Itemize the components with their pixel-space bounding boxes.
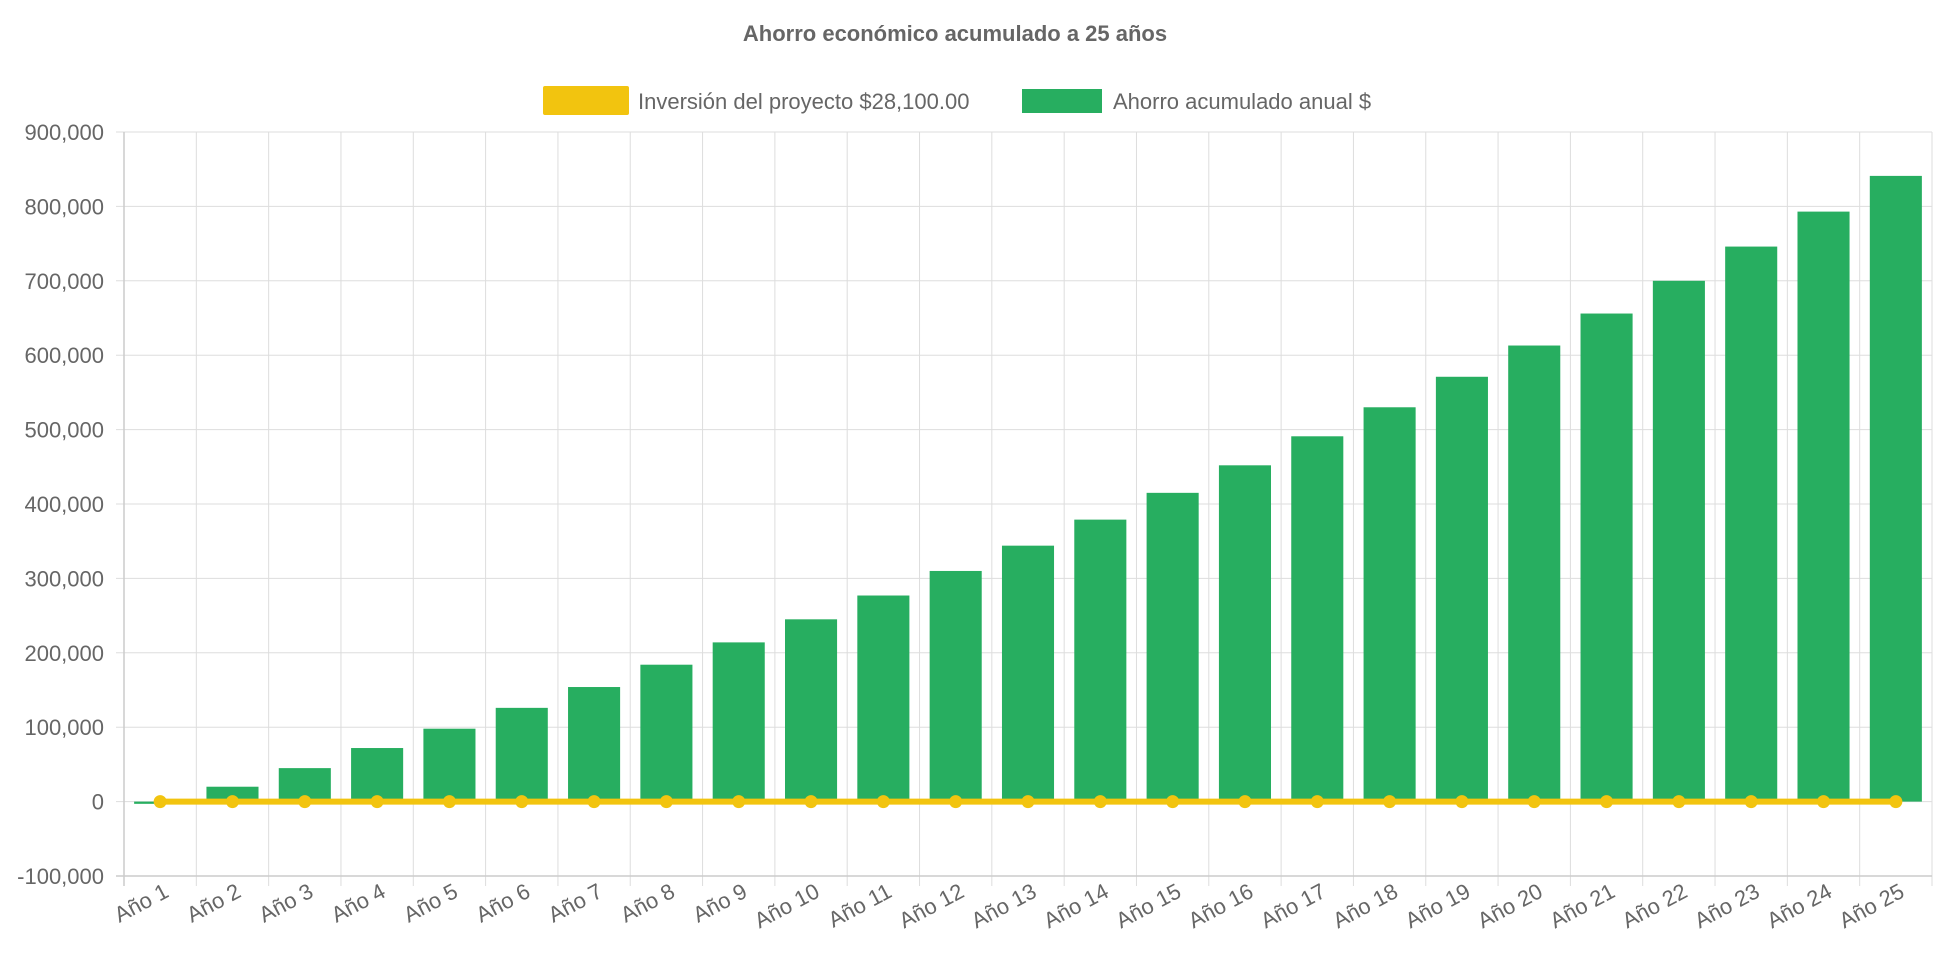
investment-point-2[interactable]	[225, 795, 239, 809]
y-tick-label: 400,000	[24, 492, 104, 517]
bar-21[interactable]	[1580, 313, 1633, 802]
investment-point-6[interactable]	[515, 795, 529, 809]
investment-point-1[interactable]	[153, 795, 167, 809]
x-tick-label: Año 3	[255, 878, 318, 927]
bar-5[interactable]	[423, 728, 476, 802]
x-tick-label: Año 8	[616, 878, 679, 927]
bar-20[interactable]	[1508, 345, 1561, 802]
x-tick-label: Año 23	[1690, 878, 1763, 933]
investment-point-13[interactable]	[1021, 795, 1035, 809]
x-axis-ticks: Año 1 Año 2 Año 3 Año 4 Año 5 Año 6 Año 7 Año 8…	[110, 878, 1908, 933]
y-tick-label: 100,000	[24, 715, 104, 740]
y-axis-ticks: 900,000 800,000 700,000 600,000 500,000 400,0…	[17, 120, 104, 889]
investment-point-14[interactable]	[1093, 795, 1107, 809]
x-tick-label: Año 22	[1618, 878, 1691, 933]
legend-swatch-savings	[1022, 89, 1102, 113]
x-tick-label: Año 9	[689, 878, 752, 927]
bar-23[interactable]	[1725, 246, 1778, 802]
x-tick-label: Año 24	[1763, 878, 1836, 933]
grid	[116, 131, 1933, 886]
bar-10[interactable]	[785, 619, 838, 802]
investment-point-21[interactable]	[1600, 795, 1614, 809]
x-tick-label: Año 4	[327, 878, 390, 927]
y-tick-label: 500,000	[24, 418, 104, 443]
investment-point-19[interactable]	[1455, 795, 1469, 809]
investment-point-9[interactable]	[732, 795, 746, 809]
investment-point-12[interactable]	[949, 795, 963, 809]
legend-item-savings[interactable]: Ahorro acumulado anual $	[1022, 89, 1371, 114]
bar-14[interactable]	[1074, 519, 1127, 802]
investment-point-10[interactable]	[804, 795, 818, 809]
investment-point-23[interactable]	[1744, 795, 1758, 809]
investment-point-3[interactable]	[298, 795, 312, 809]
bar-2[interactable]	[206, 786, 259, 802]
x-tick-label: Año 15	[1112, 878, 1185, 933]
bar-12[interactable]	[929, 570, 982, 802]
x-tick-label: Año 12	[895, 878, 968, 933]
x-tick-label: Año 6	[472, 878, 535, 927]
bar-24[interactable]	[1797, 211, 1850, 802]
bar-7[interactable]	[568, 687, 621, 802]
investment-point-8[interactable]	[659, 795, 673, 809]
x-tick-label: Año 21	[1546, 878, 1619, 933]
bar-19[interactable]	[1435, 376, 1488, 802]
x-tick-label: Año 14	[1039, 878, 1112, 933]
y-tick-label: -100,000	[17, 864, 104, 889]
bar-6[interactable]	[495, 707, 548, 802]
investment-point-25[interactable]	[1889, 795, 1903, 809]
y-tick-label: 800,000	[24, 194, 104, 219]
x-tick-label: Año 25	[1835, 878, 1908, 933]
bar-17[interactable]	[1291, 436, 1344, 802]
chart-title: Ahorro económico acumulado a 25 años	[743, 21, 1167, 46]
legend-label-investment: Inversión del proyecto $28,100.00	[638, 89, 969, 114]
x-tick-label: Año 10	[750, 878, 823, 933]
legend-label-savings: Ahorro acumulado anual $	[1113, 89, 1371, 114]
bar-series	[134, 175, 1922, 804]
legend-item-investment[interactable]: Inversión del proyecto $28,100.00	[543, 86, 969, 115]
x-tick-label: Año 2	[182, 878, 245, 927]
x-tick-label: Año 13	[967, 878, 1040, 933]
x-tick-label: Año 19	[1401, 878, 1474, 933]
x-tick-label: Año 1	[110, 878, 173, 927]
x-tick-label: Año 5	[399, 878, 462, 927]
investment-point-24[interactable]	[1817, 795, 1831, 809]
investment-point-7[interactable]	[587, 795, 601, 809]
x-tick-label: Año 18	[1329, 878, 1402, 933]
legend: Inversión del proyecto $28,100.00 Ahorro…	[543, 86, 1371, 115]
y-tick-label: 700,000	[24, 269, 104, 294]
bar-4[interactable]	[351, 748, 404, 802]
x-tick-label: Año 11	[824, 878, 896, 932]
bar-8[interactable]	[640, 664, 693, 802]
investment-point-5[interactable]	[442, 795, 456, 809]
bar-11[interactable]	[857, 595, 910, 802]
y-tick-label: 600,000	[24, 343, 104, 368]
x-tick-label: Año 7	[544, 878, 607, 927]
investment-point-4[interactable]	[370, 795, 384, 809]
investment-point-16[interactable]	[1238, 795, 1252, 809]
investment-point-18[interactable]	[1383, 795, 1397, 809]
y-tick-label: 0	[92, 790, 104, 815]
y-tick-label: 900,000	[24, 120, 104, 145]
bar-18[interactable]	[1363, 407, 1416, 802]
bar-16[interactable]	[1218, 465, 1271, 802]
bar-25[interactable]	[1869, 175, 1922, 802]
y-tick-label: 300,000	[24, 566, 104, 591]
x-tick-label: Año 16	[1184, 878, 1257, 933]
investment-point-11[interactable]	[876, 795, 890, 809]
x-tick-label: Año 20	[1473, 878, 1546, 933]
legend-swatch-investment	[543, 86, 629, 115]
investment-point-20[interactable]	[1527, 795, 1541, 809]
y-tick-label: 200,000	[24, 641, 104, 666]
bar-9[interactable]	[712, 642, 765, 802]
bar-15[interactable]	[1146, 492, 1199, 802]
investment-point-15[interactable]	[1166, 795, 1180, 809]
investment-point-22[interactable]	[1672, 795, 1686, 809]
bar-22[interactable]	[1652, 280, 1705, 802]
bar-13[interactable]	[1001, 545, 1055, 802]
x-tick-label: Año 17	[1256, 878, 1329, 933]
investment-point-17[interactable]	[1310, 795, 1324, 809]
line-series	[153, 795, 1903, 809]
